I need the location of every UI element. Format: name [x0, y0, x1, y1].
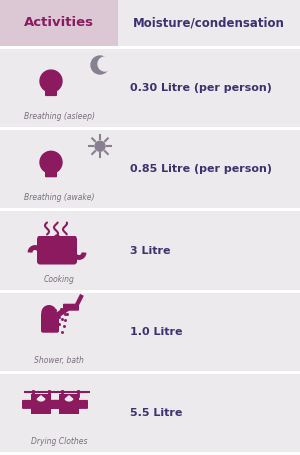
Circle shape: [42, 306, 56, 320]
Text: 0.85 Litre (per person): 0.85 Litre (per person): [130, 164, 272, 174]
FancyBboxPatch shape: [76, 400, 88, 409]
Text: Cooking: Cooking: [44, 275, 74, 283]
Wedge shape: [37, 396, 45, 401]
FancyBboxPatch shape: [0, 130, 118, 208]
Text: 0.30 Litre (per person): 0.30 Litre (per person): [130, 83, 272, 93]
Circle shape: [40, 152, 62, 173]
FancyBboxPatch shape: [69, 394, 79, 402]
Text: 3 Litre: 3 Litre: [130, 246, 170, 256]
FancyBboxPatch shape: [118, 49, 300, 127]
Circle shape: [98, 57, 112, 71]
Circle shape: [91, 56, 109, 74]
Text: Moisture/condensation: Moisture/condensation: [133, 16, 285, 30]
Circle shape: [55, 235, 59, 240]
FancyBboxPatch shape: [0, 374, 118, 452]
FancyBboxPatch shape: [0, 212, 118, 289]
FancyBboxPatch shape: [0, 0, 118, 46]
FancyBboxPatch shape: [38, 236, 76, 245]
FancyBboxPatch shape: [41, 313, 59, 333]
FancyBboxPatch shape: [59, 394, 79, 414]
Text: Activities: Activities: [24, 16, 94, 30]
FancyBboxPatch shape: [59, 394, 69, 402]
FancyBboxPatch shape: [50, 400, 62, 409]
FancyBboxPatch shape: [45, 84, 57, 96]
FancyBboxPatch shape: [118, 212, 300, 289]
FancyBboxPatch shape: [0, 49, 118, 127]
FancyBboxPatch shape: [22, 400, 34, 409]
FancyBboxPatch shape: [0, 293, 118, 371]
FancyBboxPatch shape: [31, 394, 51, 414]
Wedge shape: [65, 396, 73, 401]
FancyBboxPatch shape: [48, 400, 60, 409]
Circle shape: [95, 141, 105, 151]
FancyBboxPatch shape: [118, 130, 300, 208]
Text: 5.5 Litre: 5.5 Litre: [130, 408, 182, 418]
FancyBboxPatch shape: [37, 237, 77, 264]
Text: Breathing (awake): Breathing (awake): [24, 193, 94, 202]
FancyBboxPatch shape: [118, 0, 300, 46]
Text: Shower, bath: Shower, bath: [34, 356, 84, 365]
FancyBboxPatch shape: [118, 293, 300, 371]
Text: 1.0 Litre: 1.0 Litre: [130, 327, 182, 337]
FancyBboxPatch shape: [45, 165, 57, 177]
FancyBboxPatch shape: [63, 303, 79, 311]
Text: Drying Clothes: Drying Clothes: [31, 437, 87, 446]
FancyBboxPatch shape: [118, 374, 300, 452]
Circle shape: [40, 70, 62, 92]
FancyBboxPatch shape: [41, 394, 51, 402]
FancyBboxPatch shape: [31, 394, 41, 402]
Text: Breathing (asleep): Breathing (asleep): [23, 112, 94, 121]
